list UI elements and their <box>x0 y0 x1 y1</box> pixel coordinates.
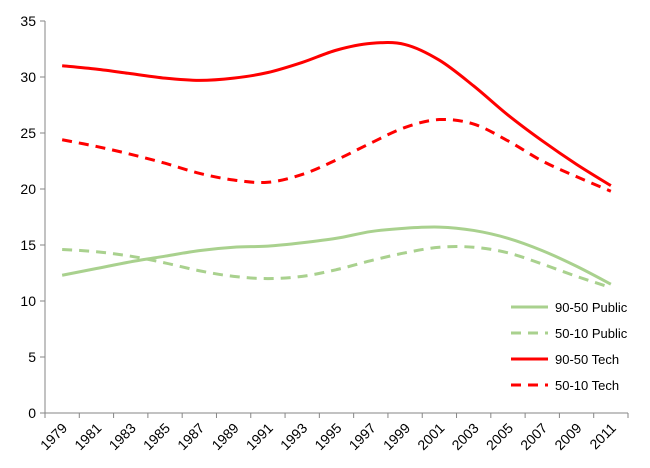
x-tick-label: 1995 <box>311 420 344 453</box>
x-tick-label: 2003 <box>448 420 481 453</box>
x-tick-label: 1981 <box>71 420 104 453</box>
y-tick-label: 30 <box>20 69 36 85</box>
legend-label: 50-10 Tech <box>555 378 619 393</box>
x-tick-label: 1999 <box>380 420 413 453</box>
x-tick-label: 1997 <box>346 420 379 453</box>
series-line-50-10-tech <box>61 117 612 193</box>
x-tick-label: 2001 <box>414 420 447 453</box>
series-line-50-10-public <box>62 245 612 289</box>
x-tick-label: 2005 <box>483 420 516 453</box>
x-tick-label: 1993 <box>277 420 310 453</box>
series-line-90-50-tech <box>62 41 612 187</box>
y-tick-label: 10 <box>20 293 36 309</box>
legend-label: 90-50 Public <box>555 300 628 315</box>
x-tick-label: 2009 <box>551 420 584 453</box>
x-tick-label: 1983 <box>106 420 139 453</box>
y-tick-label: 0 <box>28 405 36 421</box>
x-tick-label: 1987 <box>174 420 207 453</box>
series-layer <box>61 41 612 289</box>
y-tick-label: 35 <box>20 13 36 29</box>
x-tick-label: 2011 <box>586 420 619 453</box>
x-tick-label: 1991 <box>243 420 276 453</box>
series-line-90-50-public <box>61 225 612 286</box>
y-tick-label: 25 <box>20 125 36 141</box>
y-tick-label: 15 <box>20 237 36 253</box>
x-tick-label: 2007 <box>517 420 550 453</box>
x-tick-label: 1979 <box>37 420 70 453</box>
legend-label: 90-50 Tech <box>555 352 619 367</box>
legend-label: 50-10 Public <box>555 326 628 341</box>
legend: 90-50 Public 50-10 Public 90-50 Tech 50-10 … <box>511 300 628 393</box>
y-tick-label: 20 <box>20 181 36 197</box>
x-tick-label: 1989 <box>208 420 241 453</box>
x-tick-label: 1985 <box>140 420 173 453</box>
y-tick-label: 5 <box>28 349 36 365</box>
